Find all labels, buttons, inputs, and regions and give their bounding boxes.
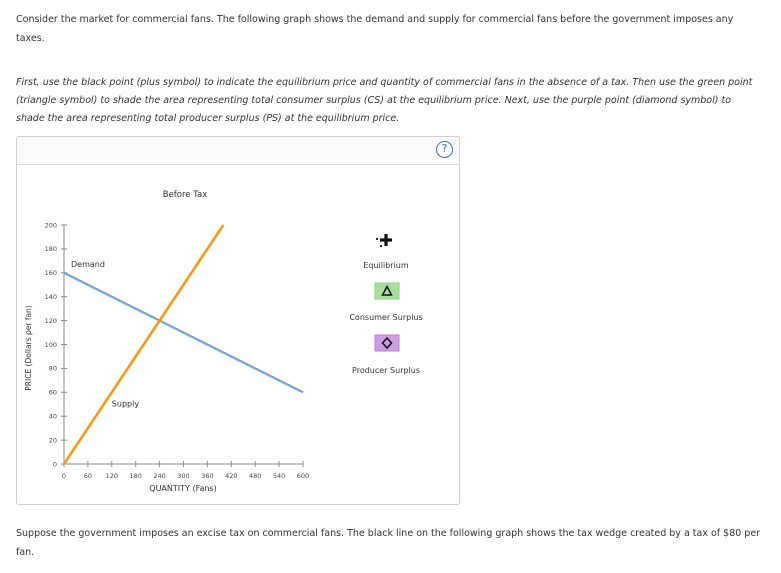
consumer-surplus-label: Consumer Surplus [349, 313, 422, 322]
instructions-text: First, use the black point (plus symbol)… [16, 77, 753, 124]
y-tick-label: 60 [49, 389, 57, 397]
x-tick-label: 60 [84, 472, 92, 480]
x-tick-label: 180 [129, 472, 141, 480]
producer-surplus-label: Producer Surplus [352, 366, 420, 375]
x-tick-label: 360 [201, 472, 213, 480]
supply-label: Supply [112, 400, 140, 409]
consumer-surplus-swatch[interactable] [374, 282, 400, 300]
y-tick-label: 200 [45, 221, 57, 229]
plus-symbol-icon[interactable] [375, 234, 392, 248]
intro-text: Consider the market for commercial fans.… [16, 14, 734, 44]
chart-title: Before Tax [163, 190, 208, 200]
triangle-symbol-icon[interactable] [381, 284, 393, 296]
help-icon[interactable]: ? [436, 141, 453, 158]
graph-panel-header: ? [17, 137, 459, 165]
y-axis-label: PRICE (Dollars per fan) [24, 305, 33, 391]
y-tick-label: 40 [49, 413, 57, 421]
supply-curve [62, 224, 225, 465]
series-layer [62, 224, 304, 465]
y-tick-label: 160 [45, 269, 57, 277]
y-tick-label: 140 [45, 293, 57, 301]
x-tick-label: 300 [177, 472, 189, 480]
y-tick-label: 100 [45, 341, 57, 349]
x-tick-label: 420 [225, 472, 237, 480]
x-tick-label: 600 [297, 472, 309, 480]
graph-panel: ? Before Tax 0 60 120 180 240 300 360 420 480 540… [16, 136, 460, 505]
x-tick-label: 540 [273, 472, 285, 480]
producer-surplus-swatch[interactable] [374, 334, 400, 352]
producer-surplus-tool[interactable] [374, 334, 400, 352]
graph-svg: Before Tax 0 60 120 180 240 300 360 420 480 540 60… [24, 190, 423, 493]
x-tick-label: 120 [106, 472, 118, 480]
x-tick-label: 0 [62, 472, 66, 480]
series-labels: Demand Supply [71, 260, 139, 409]
y-tick-label: 180 [45, 245, 57, 253]
y-tick-label: 0 [53, 460, 57, 468]
y-tick-label: 20 [49, 436, 57, 444]
diamond-symbol-icon[interactable] [381, 336, 393, 350]
y-tick-label: 120 [45, 317, 57, 325]
footer-text: Suppose the government imposes an excise… [16, 528, 761, 558]
axes: 0 60 120 180 240 300 360 420 480 540 600 0 20 40 60 80 1… [45, 221, 310, 480]
demand-curve [63, 271, 304, 394]
demand-label: Demand [71, 260, 105, 269]
consumer-surplus-tool[interactable] [374, 282, 400, 300]
x-axis-label: QUANTITY (Fans) [149, 484, 216, 493]
equilibrium-label: Equilibrium [363, 261, 409, 270]
y-tick-label: 80 [49, 365, 57, 373]
equilibrium-tool[interactable] [375, 234, 392, 248]
x-tick-label: 480 [249, 472, 261, 480]
x-tick-label: 240 [153, 472, 165, 480]
